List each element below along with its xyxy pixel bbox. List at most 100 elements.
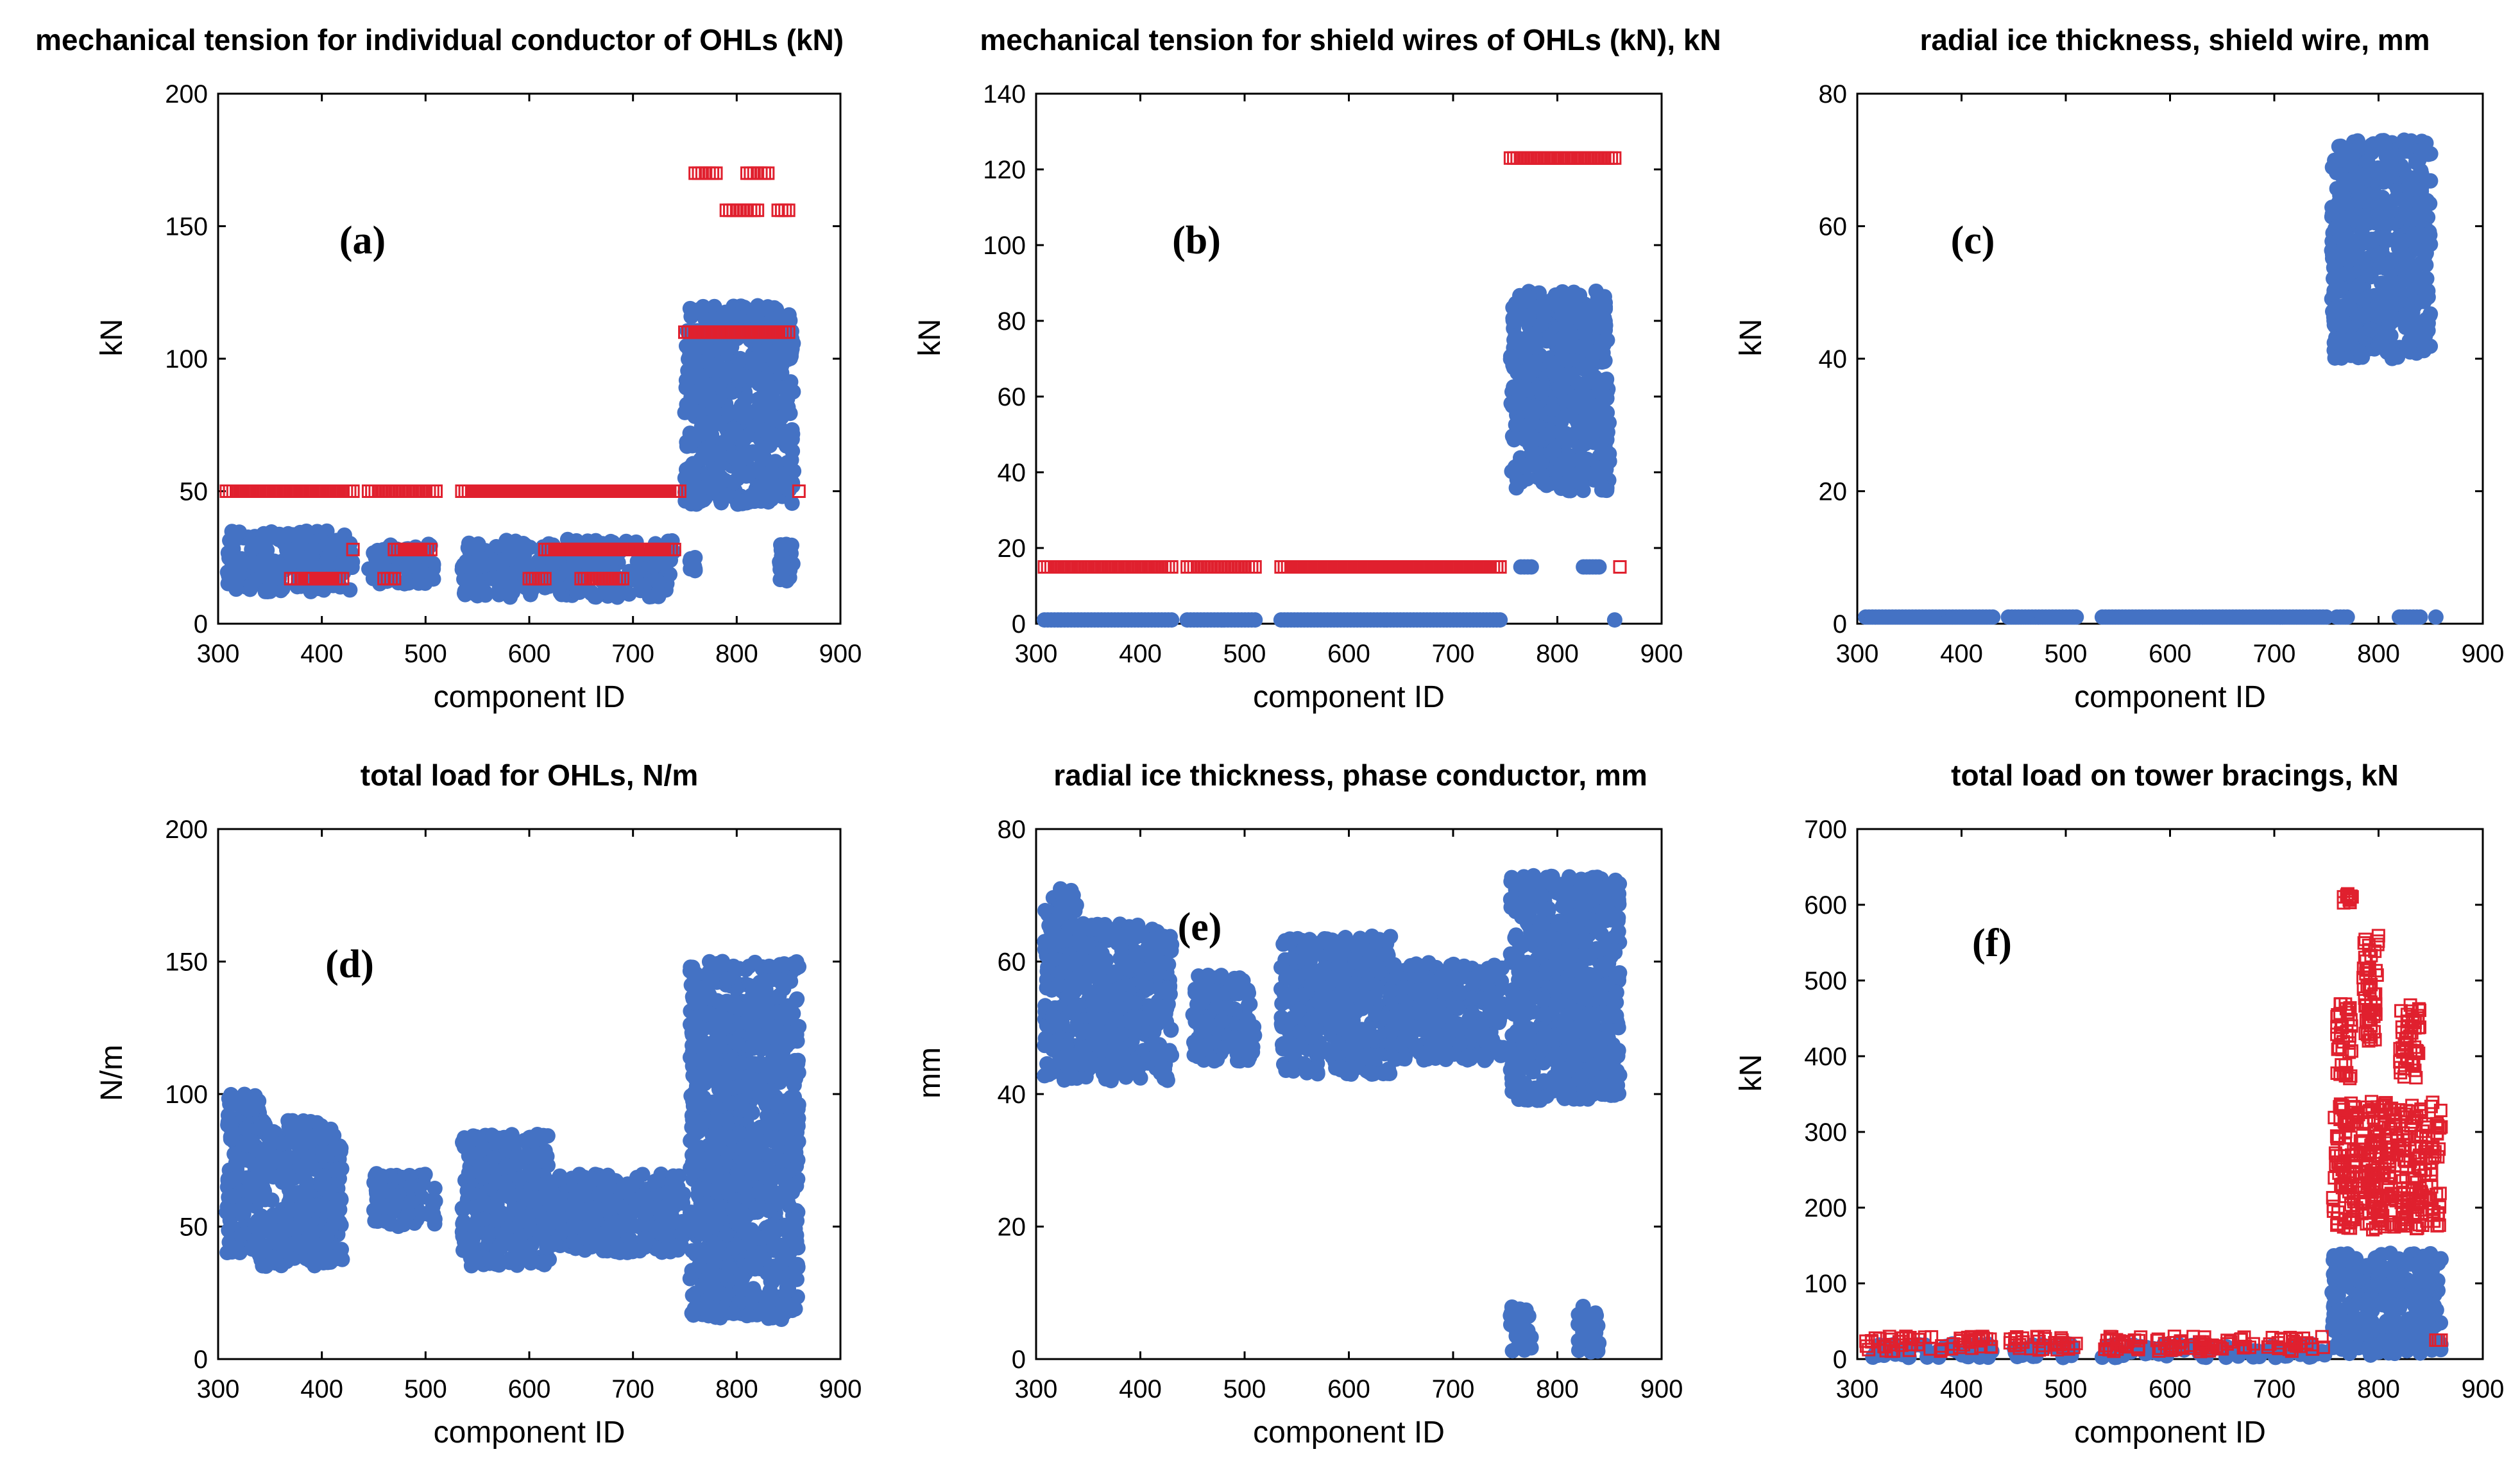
series-computed <box>219 954 807 1327</box>
data-point <box>497 1174 513 1190</box>
data-point <box>2341 321 2357 337</box>
series-threshold <box>219 166 806 586</box>
data-point <box>2360 264 2376 280</box>
data-point <box>2417 248 2433 264</box>
data-point <box>278 1169 294 1185</box>
x-tick-label: 700 <box>2253 640 2296 668</box>
y-tick-label: 0 <box>194 610 208 638</box>
data-point <box>564 1170 580 1186</box>
x-tick-label: 800 <box>715 1375 758 1403</box>
data-point <box>261 1168 277 1184</box>
data-point <box>646 559 662 575</box>
data-point <box>683 552 699 568</box>
data-point <box>1492 612 1508 628</box>
data-point <box>510 564 526 580</box>
data-point <box>1562 323 1578 339</box>
data-point <box>1542 332 1558 348</box>
data-point <box>298 524 314 540</box>
x-axis-label: component ID <box>2074 680 2266 714</box>
data-point <box>529 1126 545 1142</box>
y-axis-label: kN <box>913 319 947 357</box>
data-point <box>1569 424 1585 440</box>
x-tick-label: 400 <box>300 1375 343 1403</box>
y-axis-label: kN <box>1734 319 1768 357</box>
data-point <box>772 556 788 572</box>
data-point <box>734 368 750 384</box>
data-point <box>2363 300 2380 316</box>
data-point <box>1601 446 1617 462</box>
panel-label: (b) <box>1172 219 1221 262</box>
data-point <box>538 1155 554 1171</box>
data-point <box>296 1115 312 1131</box>
y-tick-label: 20 <box>1819 478 1848 506</box>
y-tick-label: 60 <box>1819 213 1848 241</box>
y-tick-label: 80 <box>1819 80 1848 108</box>
data-point <box>329 1210 345 1226</box>
data-point <box>736 409 752 425</box>
data-point <box>686 483 702 499</box>
y-tick-label: 0 <box>194 1346 208 1374</box>
y-tick-label: 40 <box>1819 345 1848 373</box>
data-point <box>2412 609 2428 625</box>
data-point <box>785 475 801 491</box>
data-point <box>1508 416 1524 432</box>
data-point <box>273 1236 289 1252</box>
threshold-marker <box>1613 560 1627 574</box>
data-point <box>481 1225 497 1241</box>
data-point <box>772 335 788 351</box>
threshold-marker <box>761 166 775 180</box>
x-tick-label: 300 <box>1015 640 1058 668</box>
data-point <box>1532 317 1548 333</box>
data-point <box>385 1188 401 1204</box>
series-computed <box>1037 283 1622 628</box>
data-point <box>2338 195 2354 211</box>
x-tick-label: 600 <box>508 1375 551 1403</box>
data-point <box>459 1138 475 1154</box>
threshold-marker <box>336 572 350 586</box>
data-point <box>455 1213 472 1229</box>
data-point <box>642 589 658 605</box>
data-point <box>2390 240 2406 256</box>
data-point <box>685 456 701 472</box>
data-point <box>2419 193 2435 209</box>
data-point <box>742 465 758 481</box>
data-point <box>534 1254 550 1271</box>
data-point <box>587 1208 603 1224</box>
threshold-marker <box>387 572 402 586</box>
data-point <box>550 1215 566 1231</box>
data-point <box>763 347 779 363</box>
threshold-marker <box>709 166 723 180</box>
y-tick-label: 80 <box>998 307 1026 336</box>
data-point <box>238 1120 254 1136</box>
data-point <box>2362 321 2378 338</box>
data-point <box>1511 395 1528 411</box>
data-point <box>1579 388 1595 404</box>
data-point <box>1559 462 1575 478</box>
data-point <box>1569 310 1585 326</box>
data-point <box>258 1258 274 1274</box>
data-point <box>2388 148 2404 164</box>
threshold-marker <box>1248 560 1262 574</box>
data-point <box>371 570 387 586</box>
data-point <box>1534 467 1550 483</box>
data-point <box>278 1207 294 1223</box>
data-point <box>376 1199 392 1215</box>
data-point <box>226 1171 243 1187</box>
y-tick-label: 50 <box>180 478 209 506</box>
data-point <box>225 1188 241 1204</box>
data-point <box>550 1204 566 1220</box>
data-point <box>522 586 538 603</box>
x-tick-label: 400 <box>1940 640 1983 668</box>
data-point <box>403 1194 419 1210</box>
data-point <box>619 1208 635 1224</box>
data-point <box>333 1192 349 1208</box>
plot-area <box>219 954 807 1327</box>
data-point <box>316 1168 332 1184</box>
data-point <box>1560 449 1576 465</box>
data-point <box>651 574 667 590</box>
data-point <box>2399 169 2415 185</box>
data-point <box>1545 442 1562 458</box>
data-point <box>638 1206 654 1222</box>
